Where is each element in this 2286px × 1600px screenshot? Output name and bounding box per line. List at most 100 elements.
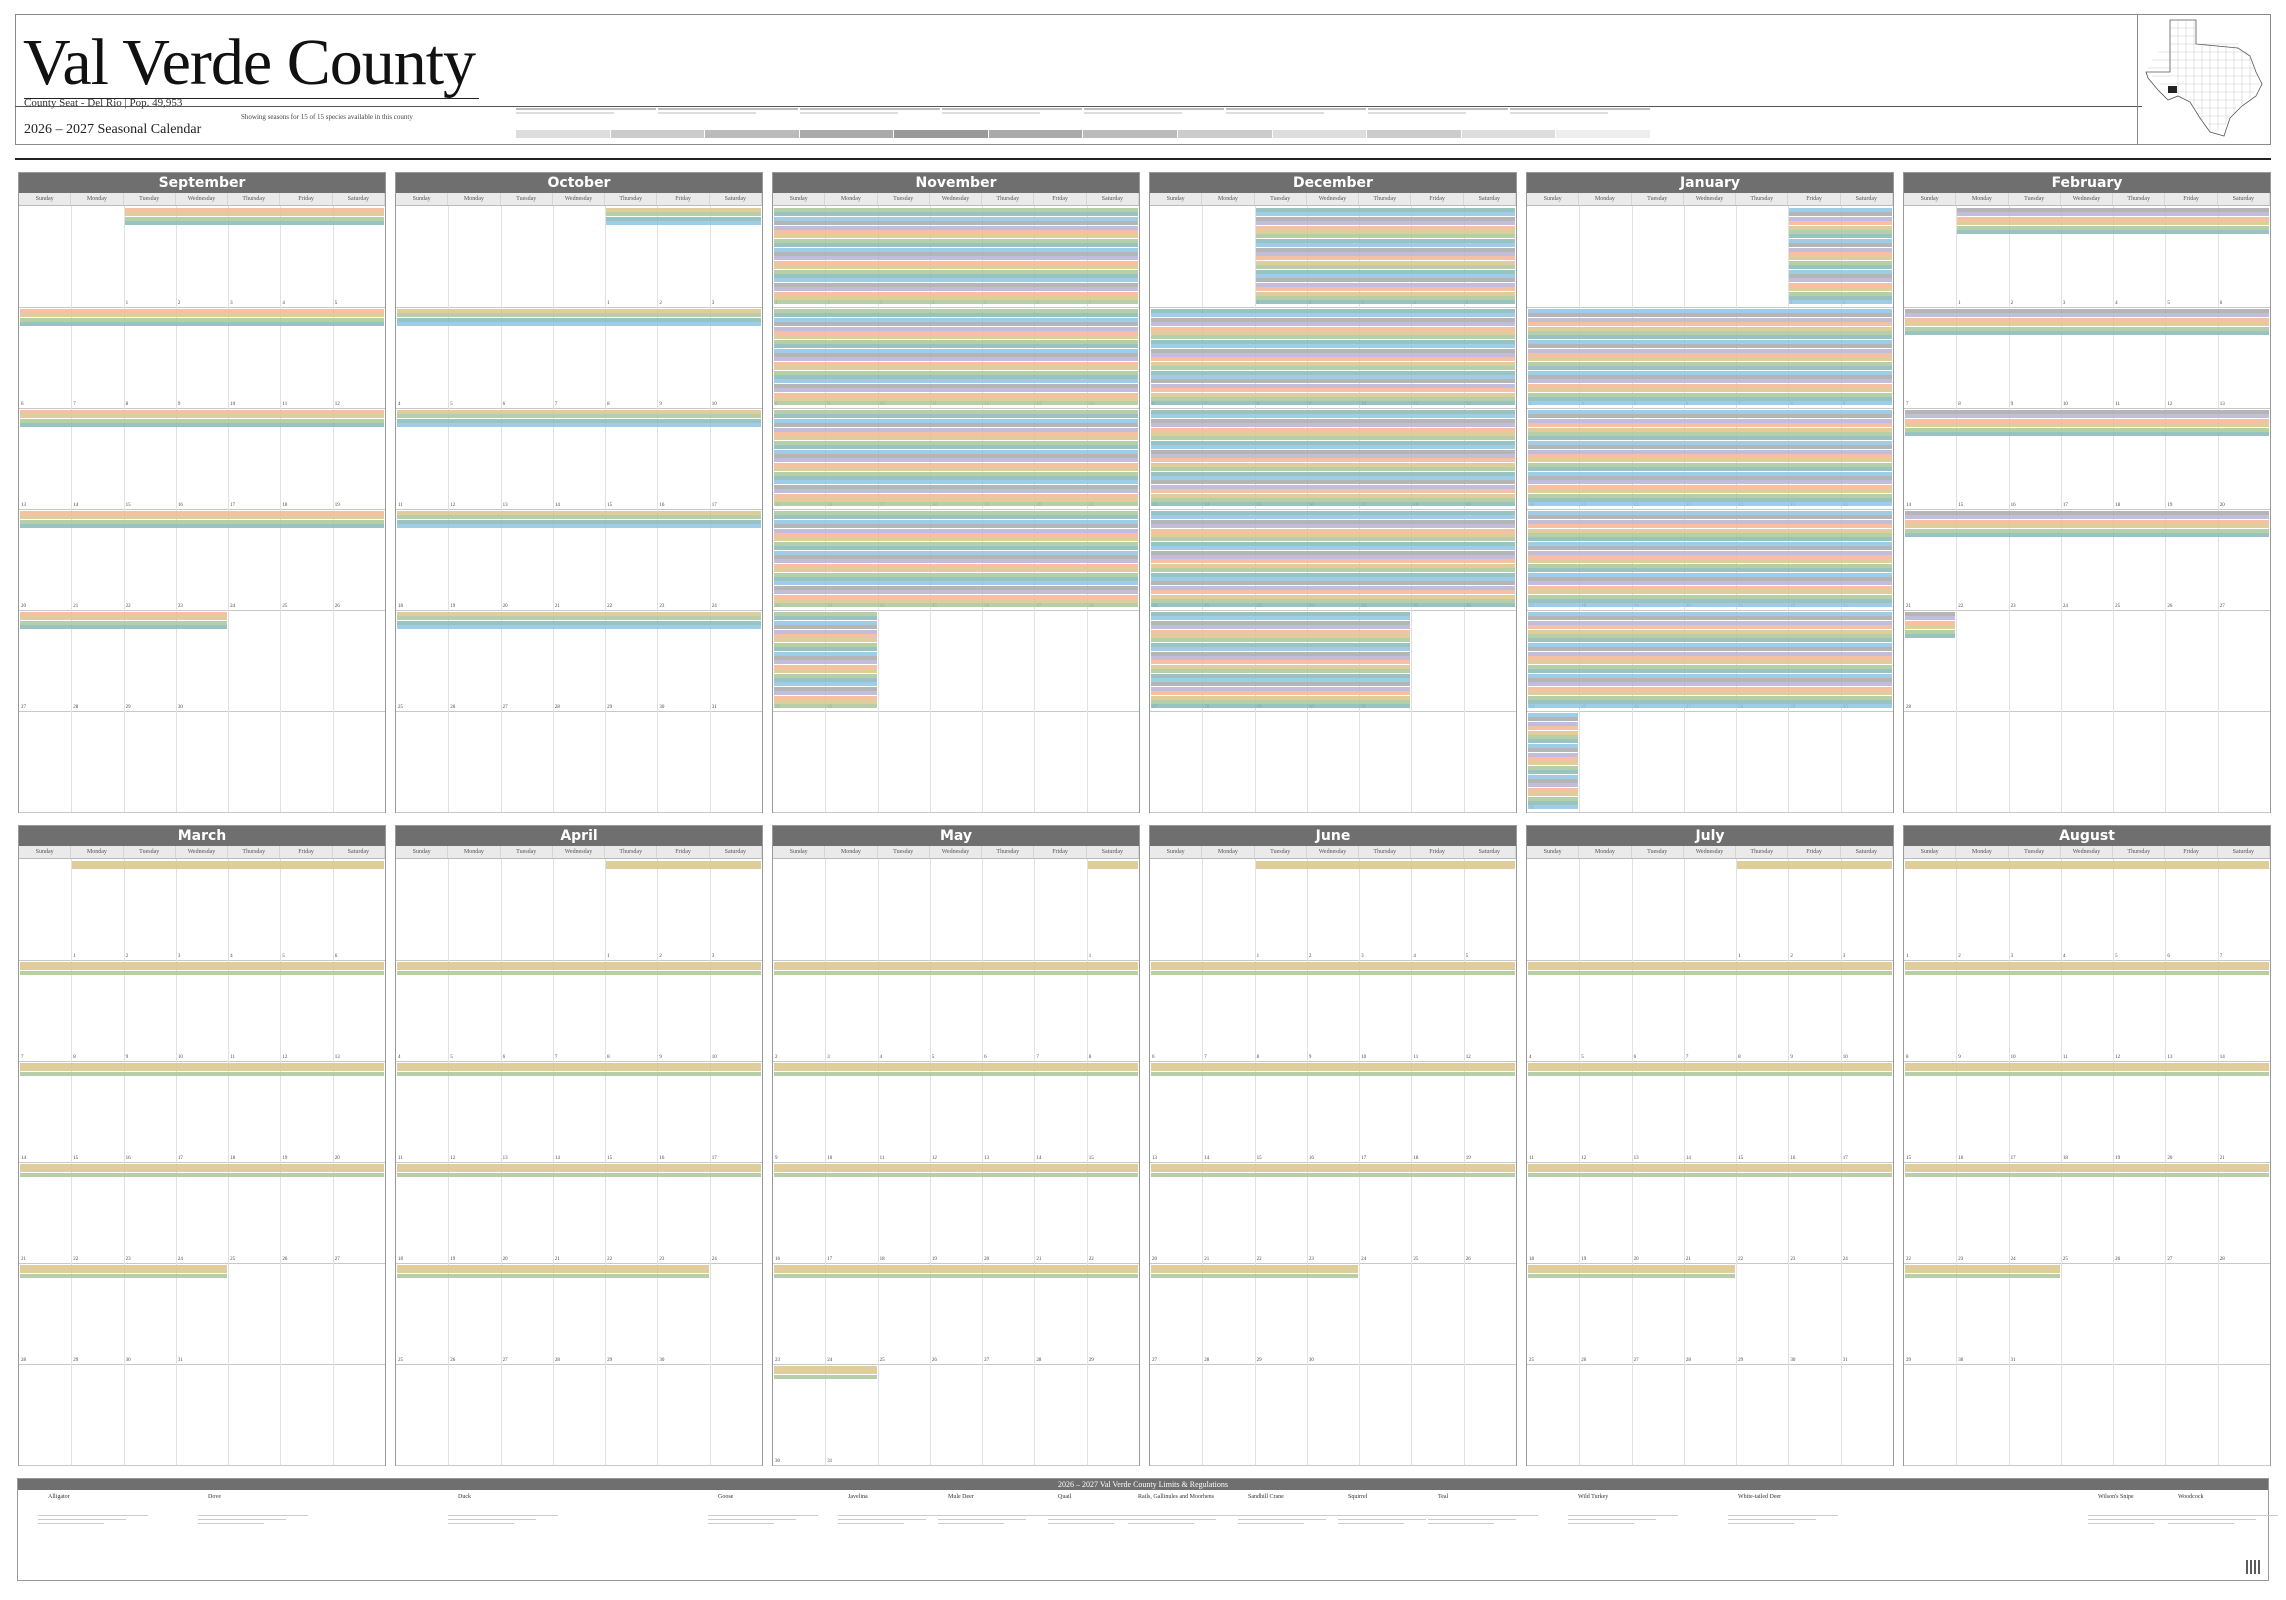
season-bar xyxy=(1255,269,1515,274)
season-bar xyxy=(1255,278,1515,283)
season-bar xyxy=(397,414,761,419)
season-bar xyxy=(774,467,1138,472)
season-bar xyxy=(774,445,1138,450)
season-bar xyxy=(1528,651,1892,656)
day-number: 19 xyxy=(2167,503,2173,508)
season-bar xyxy=(1528,436,1892,441)
season-bar xyxy=(1905,427,2269,432)
week-row: 12 xyxy=(1527,206,1893,308)
season-bar xyxy=(1528,326,1892,331)
season-bar xyxy=(1528,550,1892,555)
season-bar xyxy=(1151,620,1411,625)
day-number: 1 xyxy=(1256,954,1260,959)
season-bar xyxy=(774,966,1138,971)
season-bar xyxy=(20,1164,384,1168)
day-number: 22 xyxy=(73,1257,79,1262)
header-divider xyxy=(15,106,2142,107)
season-bar xyxy=(1528,344,1892,349)
season-bar xyxy=(1255,252,1515,256)
season-bar xyxy=(774,568,1138,573)
limit-species: Wild Turkey xyxy=(1578,1494,1608,1500)
season-bar xyxy=(1151,414,1515,419)
season-bar xyxy=(1528,774,1579,779)
week-row xyxy=(19,711,385,813)
day-number: 14 xyxy=(73,503,79,508)
week-row: 25 26 27 28 29 30 31 xyxy=(396,610,762,712)
day-number: 24 xyxy=(711,604,717,609)
season-bar xyxy=(1255,274,1515,278)
day-number: 3 xyxy=(2062,301,2066,306)
season-bar xyxy=(1528,414,1892,419)
day-number: 23 xyxy=(1308,1257,1314,1262)
season-bar xyxy=(1151,673,1411,678)
season-bar xyxy=(1957,212,2269,217)
season-bar xyxy=(1528,559,1892,564)
month-title: June xyxy=(1150,826,1516,846)
season-bar xyxy=(20,414,384,419)
season-bar xyxy=(1528,537,1892,542)
day-number: 3 xyxy=(711,954,715,959)
season-bar xyxy=(1528,528,1892,533)
day-number: 29 xyxy=(125,705,131,710)
week-row: 27 28 29 30 xyxy=(1150,1263,1516,1365)
day-number: 1 xyxy=(607,301,610,306)
legend-species-4 xyxy=(1084,108,1224,114)
season-bar xyxy=(1151,476,1515,480)
season-bar xyxy=(1957,225,2269,230)
day-number: 30 xyxy=(1790,1358,1796,1363)
limit-detail-lines xyxy=(838,1512,948,1527)
season-bar xyxy=(774,348,1138,353)
season-bar xyxy=(1905,515,2269,520)
day-number: 17 xyxy=(2010,1156,2016,1161)
day-number: 28 xyxy=(2219,1257,2225,1262)
season-bar xyxy=(774,247,1138,252)
weekday-label: Thursday xyxy=(1359,846,1412,858)
season-bar xyxy=(774,252,1138,256)
day-number: 19 xyxy=(334,503,340,508)
weekday-label: Thursday xyxy=(228,846,281,858)
season-bar xyxy=(1151,660,1411,665)
season-bar xyxy=(774,335,1138,340)
season-bar xyxy=(1151,647,1411,652)
day-number: 19 xyxy=(2115,1156,2121,1161)
season-bar xyxy=(1528,761,1579,766)
season-bar xyxy=(1151,401,1515,406)
season-bar xyxy=(1528,585,1892,590)
month-title: January xyxy=(1527,173,1893,193)
weekday-label: Saturday xyxy=(2218,193,2270,205)
season-bar xyxy=(20,524,384,529)
season-bar xyxy=(774,269,1138,274)
day-number: 16 xyxy=(659,1156,665,1161)
week-row xyxy=(396,1364,762,1466)
season-bar xyxy=(774,221,1138,226)
season-bar xyxy=(774,401,1138,406)
season-bar xyxy=(1528,397,1892,401)
day-number: 15 xyxy=(1738,1156,1744,1161)
season-bar xyxy=(20,1265,228,1269)
season-bar xyxy=(774,388,1138,393)
season-bar xyxy=(774,656,877,660)
limit-species-name: Goose xyxy=(718,1494,734,1500)
season-bar xyxy=(774,370,1138,375)
season-bar xyxy=(1151,440,1515,445)
season-bar xyxy=(20,625,228,630)
season-bar xyxy=(1528,462,1892,467)
season-bar xyxy=(1789,256,1892,261)
legend-timeline-bar xyxy=(516,130,1651,138)
season-bar xyxy=(397,317,761,322)
season-bar xyxy=(1151,642,1411,647)
month-title: November xyxy=(773,173,1139,193)
day-number: 3 xyxy=(177,954,181,959)
season-bar xyxy=(1528,353,1892,357)
season-bar xyxy=(1789,225,1892,230)
weekday-label: Friday xyxy=(1788,846,1841,858)
day-number: 28 xyxy=(1906,705,1911,710)
day-number: 23 xyxy=(1958,1257,1964,1262)
limits-row: Alligator Dove Duck Goose Javelina Mule Deer Q… xyxy=(18,1490,2278,1580)
season-bar xyxy=(1528,309,1892,313)
season-bar xyxy=(1528,748,1579,753)
weekday-label: Wednesday xyxy=(1684,193,1737,205)
season-bar xyxy=(1528,620,1892,625)
